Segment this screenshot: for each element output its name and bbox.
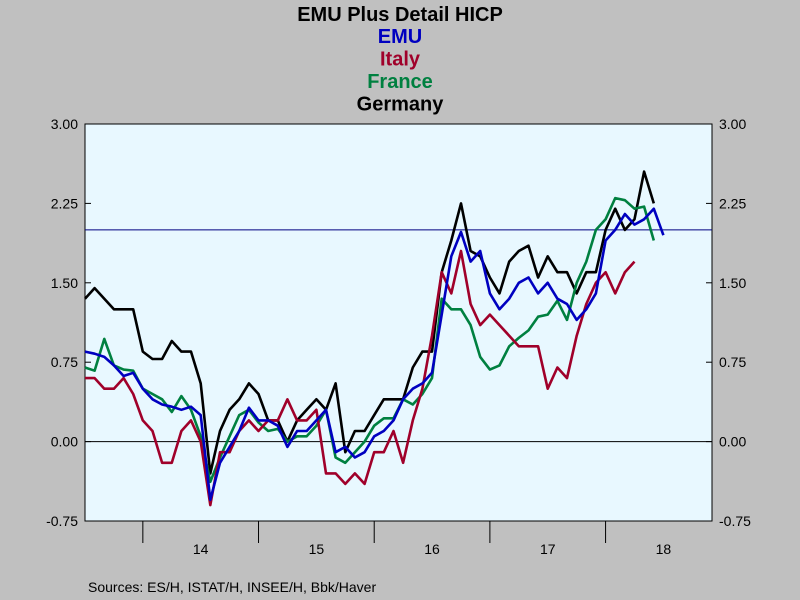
legend-entry-italy: Italy xyxy=(380,49,421,71)
y-tick-label-left: -0.75 xyxy=(46,513,78,529)
source-note: Sources: ES/H, ISTAT/H, INSEE/H, Bbk/Hav… xyxy=(88,579,376,595)
y-tick-label-right: -0.75 xyxy=(719,513,751,529)
x-tick-label: 17 xyxy=(540,541,556,557)
reference-lines xyxy=(85,229,712,443)
x-tick-label: 14 xyxy=(193,541,209,557)
y-tick-label-right: 1.50 xyxy=(719,275,746,291)
series-group xyxy=(84,170,665,507)
series-line-emu xyxy=(84,207,665,502)
y-tick-label-left: 1.50 xyxy=(51,275,78,291)
series-line-france xyxy=(84,196,656,484)
chart-title: EMU Plus Detail HICP xyxy=(297,4,503,26)
legend-entry-emu: EMU xyxy=(378,26,422,48)
y-tick-label-left: 2.25 xyxy=(51,195,78,211)
y-tick-label-right: 3.00 xyxy=(719,116,746,132)
x-tick-label: 18 xyxy=(656,541,672,557)
y-tick-label-right: 0.75 xyxy=(719,354,746,370)
plot-area xyxy=(84,123,713,522)
y-tick-label-left: 0.00 xyxy=(51,434,78,450)
y-tick-label-left: 3.00 xyxy=(51,116,78,132)
x-axis: 14 15 16 17 18 xyxy=(142,521,672,557)
legend-entry-germany: Germany xyxy=(357,94,445,116)
series-line-germany xyxy=(84,170,656,475)
series-line-italy xyxy=(85,249,636,507)
y-tick-label-left: 0.75 xyxy=(51,354,78,370)
right-axis: 3.00 2.25 1.50 0.75 0.00 -0.75 xyxy=(706,116,751,529)
left-axis: 3.00 2.25 1.50 0.75 0.00 -0.75 xyxy=(46,116,91,529)
x-tick-label: 16 xyxy=(424,541,440,557)
y-tick-label-right: 2.25 xyxy=(719,195,746,211)
legend-entry-france: France xyxy=(367,71,433,93)
x-tick-label: 15 xyxy=(309,541,325,557)
y-tick-label-right: 0.00 xyxy=(719,434,746,450)
